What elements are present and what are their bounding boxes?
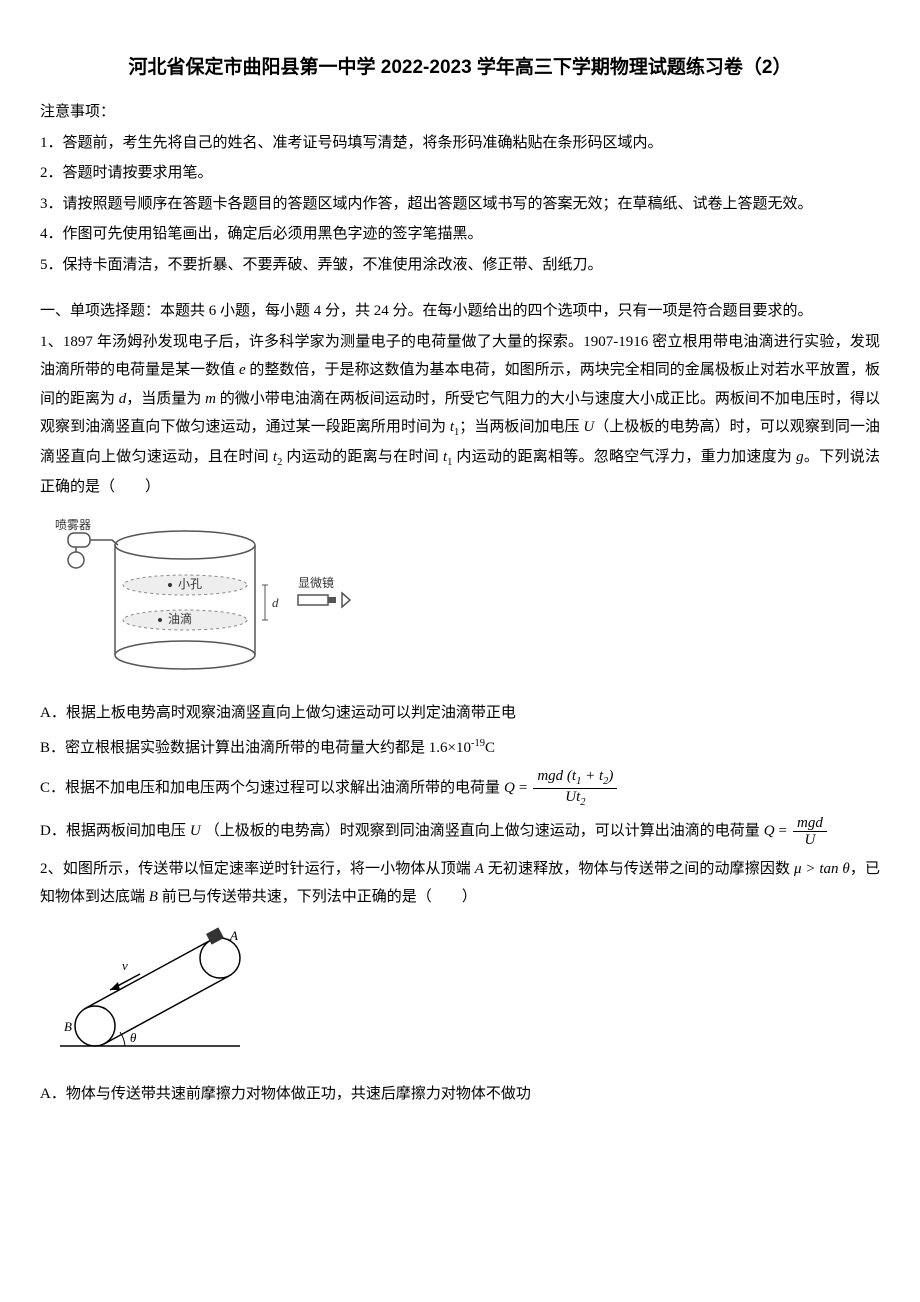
label-theta: θ xyxy=(130,1030,137,1045)
notice-header: 注意事项： xyxy=(40,98,880,127)
notice-item: 4．作图可先使用铅笔画出，确定后必须用黑色字迹的签字笔描黑。 xyxy=(40,220,880,249)
notice-item: 1．答题前，考生先将自己的姓名、准考证号码填写清楚，将条形码准确粘贴在条形码区域… xyxy=(40,129,880,158)
equals: = xyxy=(779,817,787,846)
text: 前已与传送带共速，下列法中正确的是（ ） xyxy=(158,889,477,905)
q2-stem: 2、如图所示，传送带以恒定速率逆时针运行，将一小物体从顶端 A 无初速释放，物体… xyxy=(40,855,880,912)
fraction: mgd (t1 + t2) Ut2 xyxy=(533,768,617,808)
denominator: U xyxy=(793,832,827,849)
text: （上极板的电势高）时观察到同油滴竖直向上做匀速运动，可以计算出油滴的电荷量 xyxy=(205,817,760,846)
notice-item: 2．答题时请按要求用笔。 xyxy=(40,159,880,188)
var-A: A xyxy=(475,861,484,877)
text: C xyxy=(485,740,495,756)
fraction: mgd U xyxy=(793,815,827,849)
label-microscope: 显微镜 xyxy=(298,575,334,590)
label-sprayer: 喷雾器 xyxy=(55,518,91,532)
notice-item: 3．请按照题号顺序在答题卡各题目的答题区域内作答，超出答题区域书写的答案无效；在… xyxy=(40,190,880,219)
q2-option-a: A．物体与传送带共速前摩擦力对物体做正功，共速后摩擦力对物体不做功 xyxy=(40,1080,880,1109)
q1-stem: 1、1897 年汤姆孙发现电子后，许多科学家为测量电子的电荷量做了大量的探索。1… xyxy=(40,328,880,502)
q1-option-a: A．根据上板电势高时观察油滴竖直向上做匀速运动可以判定油滴带正电 xyxy=(40,699,880,728)
section-instruction: 一、单项选择题：本题共 6 小题，每小题 4 分，共 24 分。在每小题给出的四… xyxy=(40,297,880,326)
text: 内运动的距离与在时间 xyxy=(282,449,443,465)
text: ；当两板间加电压 xyxy=(459,419,583,435)
var-g: g xyxy=(796,449,804,465)
exponent: -19 xyxy=(471,738,485,749)
q1-option-b: B．密立根根据实验数据计算出油滴所带的电荷量大约都是 1.6×10-19C xyxy=(40,734,880,763)
text: ，当质量为 xyxy=(126,391,205,407)
numerator: mgd (t1 + t2) xyxy=(533,768,617,789)
text: B．密立根根据实验数据计算出油滴所带的电荷量大约都是 1.6×10 xyxy=(40,740,471,756)
var-m: m xyxy=(205,391,216,407)
text: 无初速释放，物体与传送带之间的动摩擦因数 xyxy=(484,861,794,877)
label-droplet: 油滴 xyxy=(168,611,192,626)
text: 内运动的距离相等。忽略空气浮力，重力加速度为 xyxy=(452,449,796,465)
denominator: Ut2 xyxy=(533,789,617,809)
var-Q: Q xyxy=(764,817,775,846)
numerator: mgd xyxy=(793,815,827,833)
label-v: v xyxy=(122,958,128,973)
text: C．根据不加电压和加电压两个匀速过程可以求解出油滴所带的电荷量 xyxy=(40,774,500,803)
q2-figure: A B v θ xyxy=(50,926,880,1066)
label-B: B xyxy=(64,1019,72,1034)
notice-item: 5．保持卡面清洁，不要折暴、不要弄破、弄皱，不准使用涂改液、修正带、刮纸刀。 xyxy=(40,251,880,280)
q1-figure: 喷雾器 小孔 油滴 d 显微镜 xyxy=(50,515,880,685)
var-U: U xyxy=(583,419,594,435)
q1-option-d: D．根据两板间加电压 U（上极板的电势高）时观察到同油滴竖直向上做匀速运动，可以… xyxy=(40,815,880,849)
expr: μ > tan θ xyxy=(794,861,850,877)
text: 2、如图所示，传送带以恒定速率逆时针运行，将一小物体从顶端 xyxy=(40,861,475,877)
var-U: U xyxy=(190,817,201,846)
page-title: 河北省保定市曲阳县第一中学 2022-2023 学年高三下学期物理试题练习卷（2… xyxy=(40,50,880,86)
var-Q: Q xyxy=(504,774,515,803)
label-A: A xyxy=(229,928,238,943)
q1-option-c: C．根据不加电压和加电压两个匀速过程可以求解出油滴所带的电荷量 Q= mgd (… xyxy=(40,768,880,808)
label-d: d xyxy=(272,595,279,610)
var-B: B xyxy=(149,889,158,905)
text: D．根据两板间加电压 xyxy=(40,817,186,846)
label-hole: 小孔 xyxy=(178,577,202,591)
equals: = xyxy=(519,774,527,803)
var-e: e xyxy=(239,362,246,378)
